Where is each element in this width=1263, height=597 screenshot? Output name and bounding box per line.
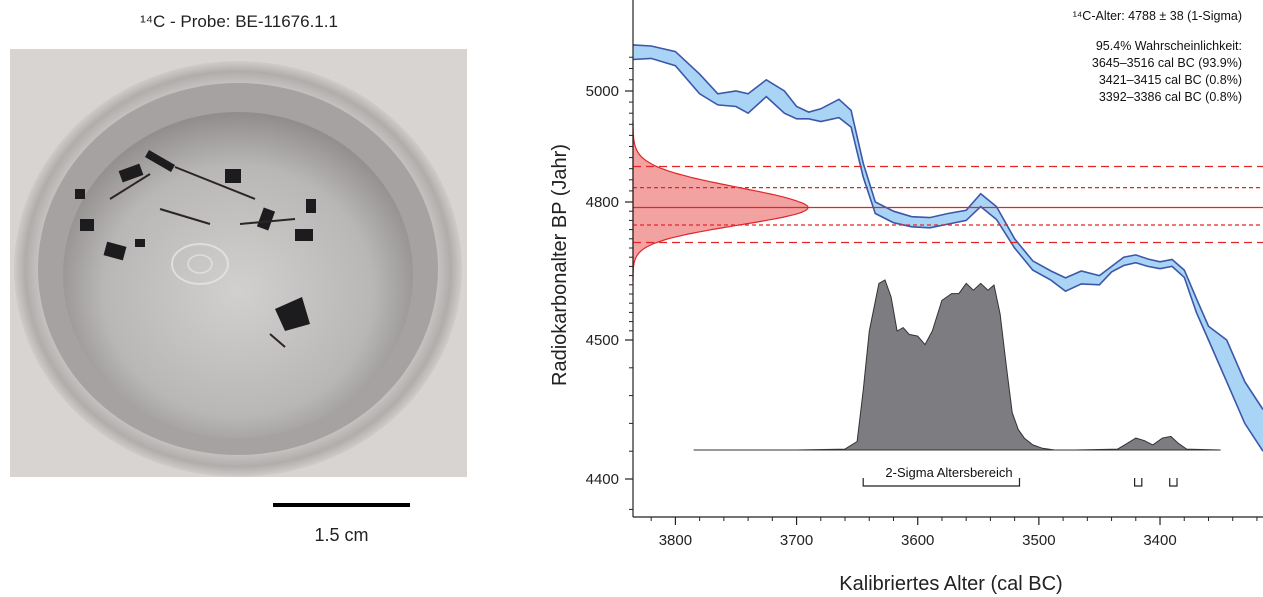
y-tick-label-4800: 4800: [586, 194, 619, 211]
two-sigma-range-label: 2-Sigma Altersbereich: [885, 465, 1012, 480]
sample-photo: [10, 49, 467, 477]
y-tick-label-5000: 5000: [586, 83, 619, 100]
range-3-label: 3392–3386 cal BC (0.8%): [1099, 90, 1242, 104]
range-1-label: 3645–3516 cal BC (93.9%): [1092, 56, 1242, 70]
radiocarbon-age-label: ¹⁴C-Alter: 4788 ± 38 (1-Sigma): [1073, 9, 1242, 23]
radiocarbon-distribution: [632, 120, 809, 281]
x-tick-label-3400: 3400: [1143, 532, 1176, 549]
calibration-band: [633, 44, 1263, 452]
sample-vial-illustration: [10, 49, 467, 477]
x-tick-label-3600: 3600: [901, 532, 934, 549]
info-box: ¹⁴C-Alter: 4788 ± 38 (1-Sigma) 95.4% Wah…: [1073, 9, 1242, 104]
two-sigma-range-bracket-3: [1169, 478, 1178, 487]
calibrated-distribution: [693, 279, 1221, 451]
y-tick-label-4500: 4500: [586, 332, 619, 349]
calibration-chart: 4400 4500 4800 5000 3800 3700 3600 3500 3400 Rad…: [549, 0, 1263, 595]
two-sigma-range-bracket-1: [862, 478, 1021, 487]
range-2-label: 3421–3415 cal BC (0.8%): [1099, 73, 1242, 87]
y-tick-label-4400: 4400: [586, 471, 619, 488]
y-axis-title: Radiokarbonalter BP (Jahr): [549, 144, 571, 386]
scale-bar: [273, 503, 410, 507]
sample-title: ¹⁴C - Probe: BE-11676.1.1: [140, 12, 338, 31]
x-axis-title: Kalibriertes Alter (cal BC): [839, 573, 1062, 595]
x-tick-label-3500: 3500: [1022, 532, 1055, 549]
x-tick-label-3700: 3700: [780, 532, 813, 549]
calibration-upper-line: [632, 44, 1263, 410]
calibration-lower-line: [632, 57, 1263, 452]
scale-label: 1.5 cm: [314, 525, 369, 545]
plot-area: 4400 4500 4800 5000 3800 3700 3600 3500 3400: [586, 0, 1263, 549]
x-tick-label-3800: 3800: [659, 532, 692, 549]
two-sigma-range-bracket-2: [1134, 478, 1143, 487]
probability-heading: 95.4% Wahrscheinlichkeit:: [1096, 39, 1242, 53]
